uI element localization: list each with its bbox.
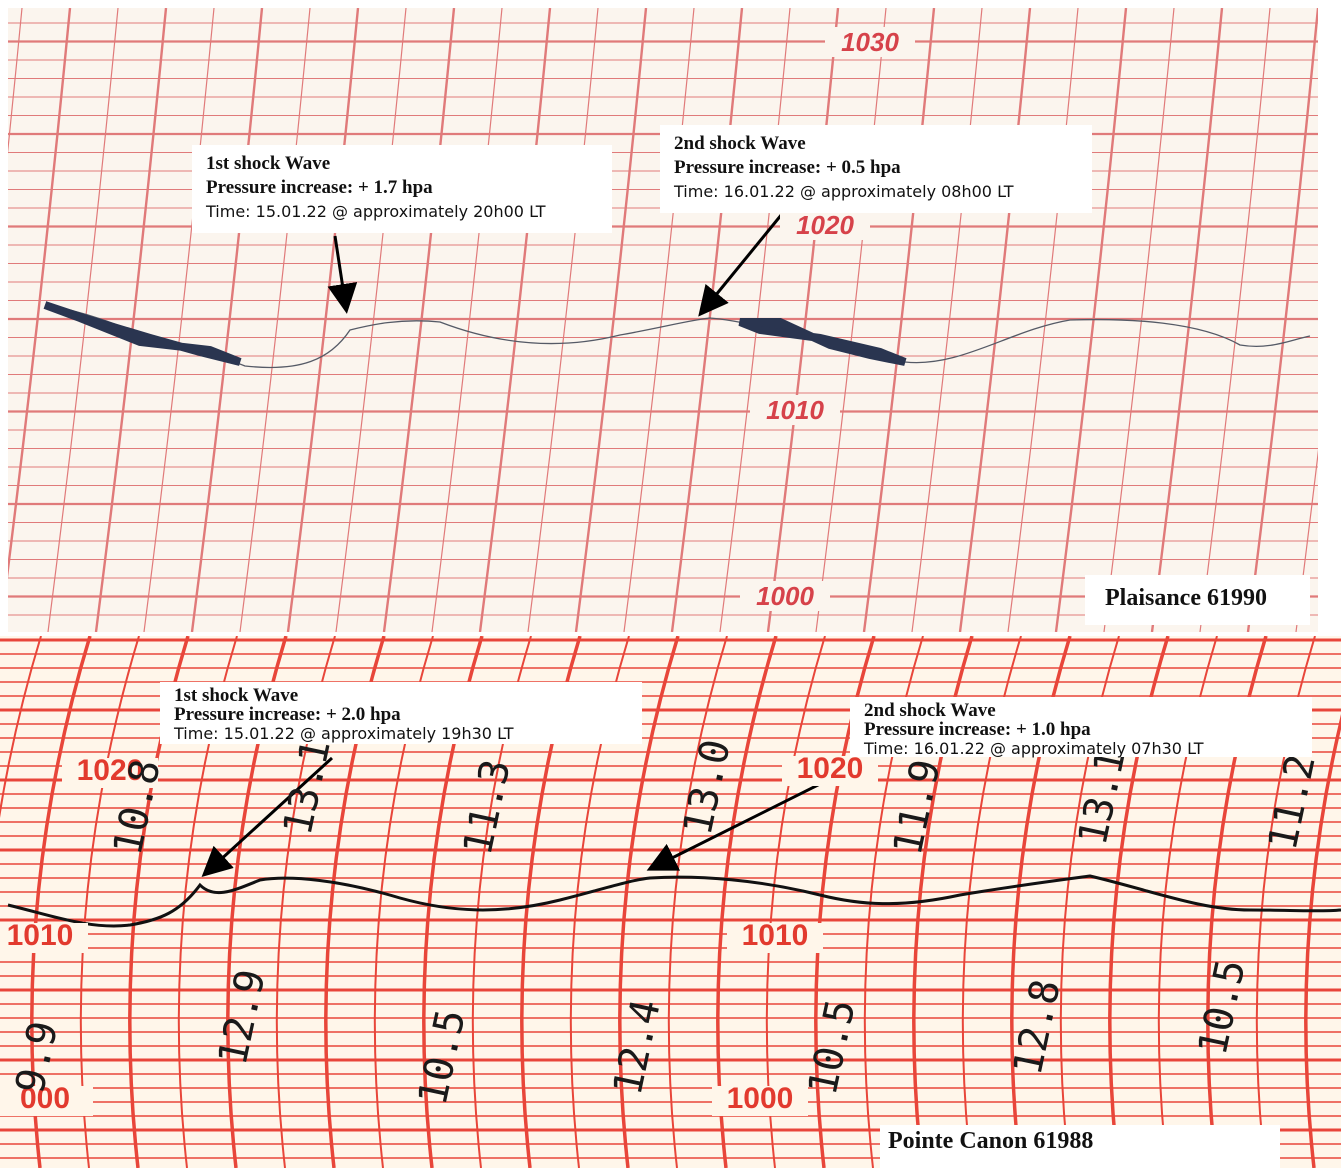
scale-label: 1030 <box>841 27 899 57</box>
scale-label: 1010 <box>742 919 809 952</box>
scale-label: 1010 <box>766 395 824 425</box>
annotation-time: Time: 16.01.22 @ approximately 07h30 LT <box>863 739 1204 758</box>
annotation-pressure: Pressure increase: + 2.0 hpa <box>174 704 401 725</box>
annotation-pressure: Pressure increase: + 1.0 hpa <box>864 719 1091 740</box>
scale-label: 1020 <box>796 210 854 240</box>
station-name: Pointe Canon 61988 <box>888 1128 1093 1154</box>
annotation-title: 2nd shock Wave <box>674 133 806 154</box>
annotation-time: Time: 15.01.22 @ approximately 20h00 LT <box>205 202 546 221</box>
scale-label: 1010 <box>7 919 74 952</box>
annotation-time: Time: 15.01.22 @ approximately 19h30 LT <box>173 724 514 743</box>
annotation-title: 2nd shock Wave <box>864 700 996 721</box>
page: {"panels":[ {"station":"Plaisance 61990"… <box>0 0 1341 1168</box>
barograph-figure: 1030102010101000102010201010101000010001… <box>0 0 1341 1168</box>
annotation-title: 1st shock Wave <box>206 153 330 174</box>
scale-label: 1000 <box>756 581 814 611</box>
annotation-pressure: Pressure increase: + 0.5 hpa <box>674 157 901 178</box>
annotation-pressure: Pressure increase: + 1.7 hpa <box>206 177 433 198</box>
annotation-time: Time: 16.01.22 @ approximately 08h00 LT <box>673 182 1014 201</box>
annotation-title: 1st shock Wave <box>174 685 298 706</box>
scale-label: 1000 <box>727 1082 794 1115</box>
station-name: Plaisance 61990 <box>1105 585 1267 611</box>
